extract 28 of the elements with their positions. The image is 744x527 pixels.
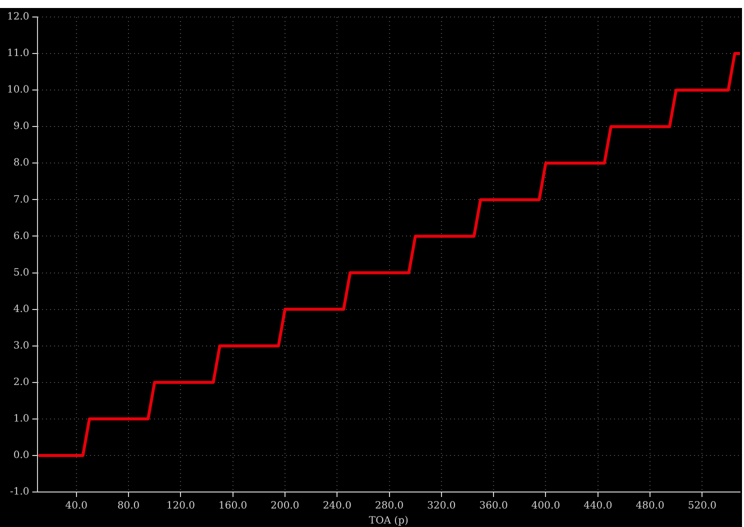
x-tick-label: 440.0 <box>584 500 612 512</box>
x-tick-label: 160.0 <box>218 500 248 512</box>
x-tick-label: 40.0 <box>65 500 88 512</box>
y-tick-label: 10.0 <box>7 84 30 96</box>
x-tick-label: 520.0 <box>688 500 717 512</box>
y-tick-label: 0.0 <box>13 450 30 462</box>
y-tick-label: 12.0 <box>7 12 30 23</box>
y-tick-label: 11.0 <box>7 48 30 60</box>
y-tick-label: 4.0 <box>13 304 30 315</box>
x-axis-title: TOA (p) <box>368 516 408 527</box>
y-tick-label: 7.0 <box>13 194 30 206</box>
y-tick-label: 3.0 <box>13 340 30 352</box>
y-tick-label: -1.0 <box>10 486 30 498</box>
x-tick-label: 320.0 <box>427 500 456 512</box>
y-tick-label: 6.0 <box>13 230 30 242</box>
x-tick-label: 120.0 <box>166 500 195 512</box>
x-tick-label: 240.0 <box>322 500 352 512</box>
x-tick-label: 80.0 <box>117 500 140 512</box>
y-tick-label: 5.0 <box>13 267 30 278</box>
x-tick-label: 400.0 <box>531 500 560 512</box>
x-tick-label: 480.0 <box>636 500 664 512</box>
x-tick-label: 280.0 <box>374 500 404 512</box>
y-tick-label: 1.0 <box>13 414 30 425</box>
y-tick-label: 8.0 <box>13 158 30 169</box>
x-tick-label: 360.0 <box>479 500 508 512</box>
y-tick-label: 2.0 <box>13 376 30 388</box>
x-tick-label: 200.0 <box>270 500 300 512</box>
y-tick-label: 9.0 <box>13 121 30 132</box>
